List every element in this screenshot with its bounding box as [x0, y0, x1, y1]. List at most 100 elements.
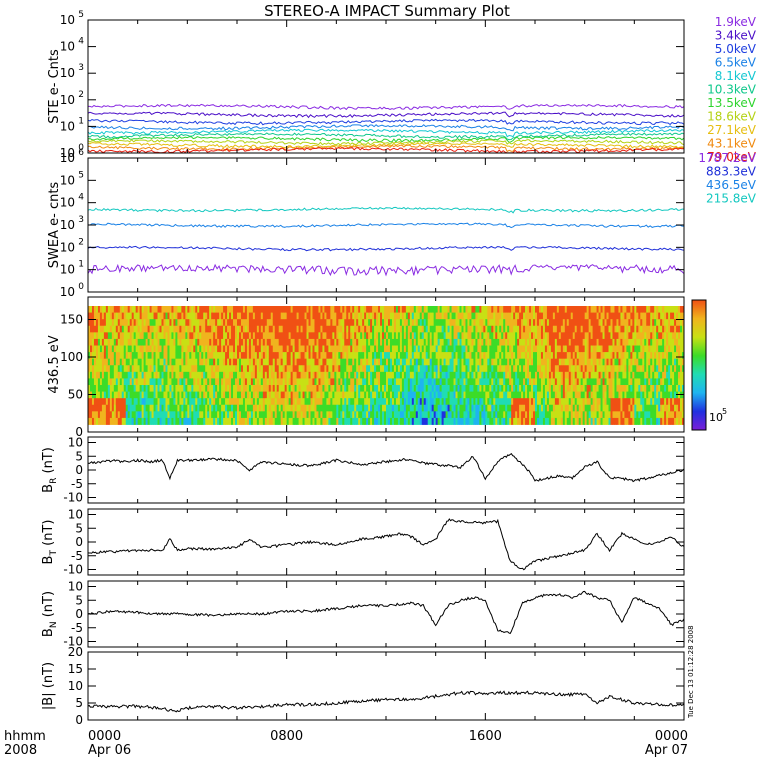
- heatmap-cell: [93, 371, 97, 379]
- heatmap-cell: [157, 385, 160, 392]
- heatmap-cell: [304, 371, 307, 379]
- heatmap-cell: [235, 371, 238, 379]
- heatmap-cell: [387, 312, 391, 320]
- heatmap-cell: [215, 371, 218, 379]
- heatmap-cell: [250, 352, 254, 360]
- heatmap-cell: [167, 391, 170, 399]
- heatmap-cell: [274, 325, 278, 333]
- heatmap-cell: [235, 319, 238, 327]
- heatmap-cell: [183, 385, 186, 392]
- heatmap-cell: [387, 411, 391, 419]
- heatmap-cell: [284, 319, 288, 327]
- heatmap-cell: [529, 398, 532, 406]
- heatmap-cell: [425, 338, 429, 346]
- heatmap-cell: [338, 345, 341, 353]
- heatmap-cell: [415, 371, 419, 379]
- heatmap-cell: [248, 371, 252, 379]
- heatmap-cell: [280, 325, 284, 333]
- heatmap-cell: [473, 417, 476, 425]
- heatmap-cell: [211, 306, 214, 313]
- heatmap-cell: [187, 404, 190, 412]
- heatmap-cell: [529, 385, 532, 392]
- heatmap-cell: [529, 358, 532, 366]
- heatmap-cell: [179, 417, 182, 425]
- heatmap-cell: [209, 306, 212, 313]
- heatmap-cell: [457, 391, 460, 399]
- heatmap-cell: [441, 385, 445, 392]
- heatmap-cell: [207, 411, 210, 419]
- heatmap-cell: [318, 385, 321, 392]
- heatmap-cell: [201, 338, 204, 346]
- heatmap-cell: [306, 365, 309, 373]
- heatmap-cell: [191, 319, 194, 327]
- heatmap-cell: [578, 345, 582, 353]
- heatmap-cell: [219, 306, 222, 313]
- heatmap-cell: [511, 332, 514, 340]
- heatmap-cell: [513, 312, 516, 320]
- heatmap-cell: [548, 306, 552, 313]
- heatmap-cell: [89, 378, 93, 386]
- heatmap-cell: [463, 352, 466, 360]
- heatmap-cell: [242, 319, 246, 327]
- heatmap-cell: [578, 312, 582, 320]
- heatmap-cell: [101, 417, 105, 425]
- heatmap-cell: [250, 365, 254, 373]
- heatmap-cell: [465, 411, 468, 419]
- heatmap-cell: [469, 385, 472, 392]
- heatmap-cell: [610, 417, 613, 425]
- heatmap-cell: [556, 338, 560, 346]
- heatmap-cell: [499, 391, 502, 399]
- heatmap-cell: [215, 411, 218, 419]
- heatmap-cell: [119, 417, 123, 425]
- heatmap-cell: [457, 371, 460, 379]
- heatmap-cell: [366, 319, 369, 327]
- heatmap-cell: [374, 306, 377, 313]
- heatmap-cell: [376, 319, 379, 327]
- heatmap-cell: [425, 385, 429, 392]
- heatmap-cell: [318, 352, 321, 360]
- heatmap-cell: [268, 358, 272, 366]
- heatmap-cell: [556, 345, 560, 353]
- heatmap-cell: [169, 338, 172, 346]
- heatmap-cell: [517, 312, 520, 320]
- heatmap-cell: [284, 306, 288, 313]
- heatmap-cell: [286, 385, 290, 392]
- heatmap-cell: [465, 325, 468, 333]
- heatmap-cell: [574, 312, 578, 320]
- heatmap-cell: [248, 358, 252, 366]
- heatmap-cell: [119, 352, 123, 360]
- heatmap-cell: [540, 365, 544, 373]
- heatmap-cell: [340, 371, 343, 379]
- heatmap-cell: [137, 312, 141, 320]
- heatmap-cell: [509, 411, 512, 419]
- heatmap-cell: [159, 417, 162, 425]
- heatmap-cell: [556, 371, 560, 379]
- heatmap-cell: [517, 391, 520, 399]
- heatmap-cell: [209, 385, 212, 392]
- heatmap-cell: [356, 332, 359, 340]
- heatmap-cell: [211, 325, 214, 333]
- heatmap-cell: [384, 338, 387, 346]
- heatmap-cell: [231, 312, 234, 320]
- heatmap-cell: [401, 319, 405, 327]
- heatmap-cell: [473, 345, 476, 353]
- heatmap-cell: [364, 306, 367, 313]
- heatmap-cell: [149, 352, 152, 360]
- heatmap-cell: [300, 319, 303, 327]
- heatmap-cell: [235, 358, 238, 366]
- heatmap-cell: [244, 338, 248, 346]
- heatmap-cell: [352, 411, 355, 419]
- heatmap-cell: [362, 325, 365, 333]
- heatmap-cell: [133, 398, 137, 406]
- heatmap-cell: [288, 404, 292, 412]
- heatmap-cell: [302, 352, 305, 360]
- heatmap-cell: [531, 378, 534, 386]
- heatmap-cell: [223, 319, 226, 327]
- heatmap-cell: [278, 417, 282, 425]
- heatmap-cell: [272, 338, 276, 346]
- heatmap-cell: [558, 325, 562, 333]
- heatmap-cell: [384, 404, 387, 412]
- heatmap-cell: [411, 352, 415, 360]
- heatmap-cell: [217, 332, 220, 340]
- heatmap-cell: [240, 391, 244, 399]
